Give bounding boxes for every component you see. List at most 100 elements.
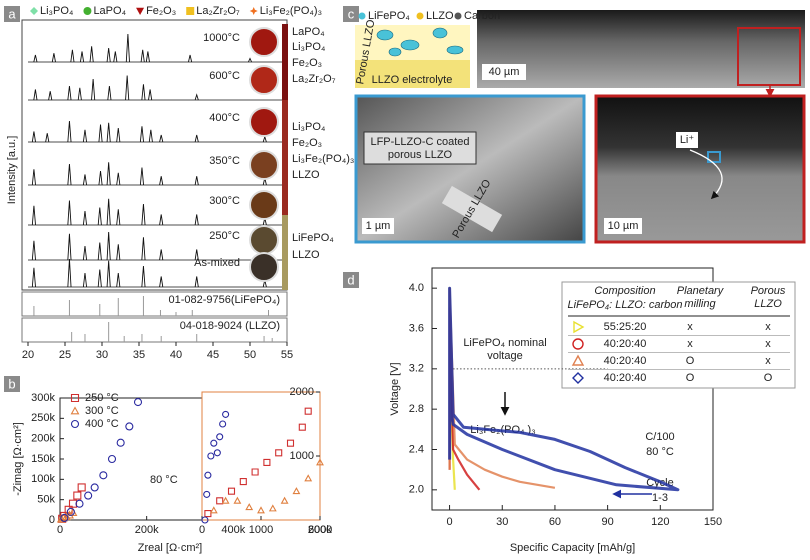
legend-label: 40:20:40 xyxy=(604,338,647,350)
legend-marker xyxy=(454,12,462,20)
x-tick-label: 60 xyxy=(549,516,561,528)
caption-box xyxy=(363,131,477,165)
y-tick-label: 200k xyxy=(31,433,55,445)
x-tick-label: 25 xyxy=(59,349,71,361)
peak xyxy=(106,162,111,186)
peak xyxy=(106,122,111,143)
peak xyxy=(139,167,145,186)
point xyxy=(251,468,259,476)
legend-marker xyxy=(572,372,584,384)
legend-marker xyxy=(70,419,80,429)
peak xyxy=(67,233,72,261)
point xyxy=(204,510,212,518)
legend-label: Fe₂O₃ xyxy=(146,5,176,17)
point xyxy=(221,496,230,504)
point xyxy=(216,433,224,441)
point xyxy=(68,499,78,508)
zoom-marker xyxy=(707,151,721,163)
x-tick-label: 0 xyxy=(199,524,205,536)
plot-frame xyxy=(431,267,714,511)
legend-marker xyxy=(186,7,195,15)
peak xyxy=(89,46,94,63)
point xyxy=(59,513,68,522)
scale-label: 10 µm xyxy=(608,220,639,232)
reference-label: 04-018-9024 (LLZO) xyxy=(180,320,280,332)
peak xyxy=(31,267,36,288)
sample-photo xyxy=(249,107,279,137)
peak xyxy=(51,53,56,63)
peak xyxy=(31,240,36,261)
x-tick-label: 50 xyxy=(244,349,256,361)
peak xyxy=(116,172,121,186)
phase-label: La₂Zr₂O₇ xyxy=(292,73,336,85)
legend-label: 300 °C xyxy=(85,405,119,417)
sem-cross-section xyxy=(477,10,805,88)
peak xyxy=(31,131,36,143)
voltage-curve xyxy=(448,286,680,492)
peak xyxy=(77,87,82,101)
legend-marker xyxy=(83,7,92,15)
peak xyxy=(247,57,253,63)
series-label: 300°C xyxy=(209,195,240,207)
point xyxy=(286,439,295,447)
point xyxy=(227,487,236,495)
peak xyxy=(67,200,72,226)
ion-path xyxy=(689,149,723,200)
peak xyxy=(82,129,88,143)
peak xyxy=(91,78,96,101)
point xyxy=(210,439,218,447)
annotation: 1-3 xyxy=(652,492,668,504)
peak xyxy=(82,174,88,186)
annotation: LLZO electrolyte xyxy=(372,74,453,86)
legend-label: LiFePO₄ xyxy=(368,10,410,22)
panel-label-box xyxy=(4,376,20,392)
table-cell: O xyxy=(686,355,695,367)
scale-box xyxy=(604,218,642,234)
table-header: Porous xyxy=(751,285,786,297)
phase-label: LLZO xyxy=(292,169,320,181)
point xyxy=(292,487,301,495)
legend-label: Li₃Fe₂(PO₄)₃ xyxy=(260,5,322,17)
series-label: 400°C xyxy=(209,112,240,124)
series-label: 350°C xyxy=(209,155,240,167)
x-tick-label: 1000 xyxy=(249,524,273,536)
scale-box xyxy=(482,64,526,80)
legend-label: 400 °C xyxy=(85,418,119,430)
legend-marker xyxy=(70,406,80,415)
peak xyxy=(194,134,199,143)
scale-box xyxy=(362,218,394,234)
point xyxy=(209,506,218,514)
legend-marker xyxy=(358,12,366,20)
legend-marker xyxy=(573,320,585,334)
sample-photo xyxy=(249,190,279,220)
point xyxy=(203,490,211,498)
point xyxy=(257,506,265,514)
point xyxy=(304,474,313,482)
series-label: As-mixed xyxy=(194,257,240,269)
zoom-box xyxy=(737,27,801,86)
caption: porous LLZO xyxy=(388,149,453,161)
point xyxy=(77,483,86,492)
plot-frame xyxy=(21,19,288,291)
peak xyxy=(145,51,150,63)
table-header: milling xyxy=(684,298,716,310)
phase-label: Li₃Fe₂(PO₄)₃ xyxy=(292,153,354,165)
legend-marker xyxy=(30,7,38,15)
phase-bar xyxy=(282,24,288,100)
y-axis-label: Intensity [a.u.] xyxy=(6,136,18,204)
peak xyxy=(106,231,111,261)
x-tick-label: 45 xyxy=(207,349,219,361)
phase-label: LLZO xyxy=(292,249,320,261)
x-tick-label: 30 xyxy=(496,516,508,528)
peak xyxy=(31,169,36,186)
legend-label: 250 °C xyxy=(85,392,119,404)
peak xyxy=(141,203,146,226)
peak xyxy=(159,249,164,261)
sem-right xyxy=(594,94,806,244)
reference-box xyxy=(21,291,288,317)
x-axis-label: Specific Capacity [mAh/g] xyxy=(510,542,635,554)
point xyxy=(280,496,289,504)
schematic-particles xyxy=(376,27,464,57)
point xyxy=(90,483,99,492)
point xyxy=(298,423,306,431)
